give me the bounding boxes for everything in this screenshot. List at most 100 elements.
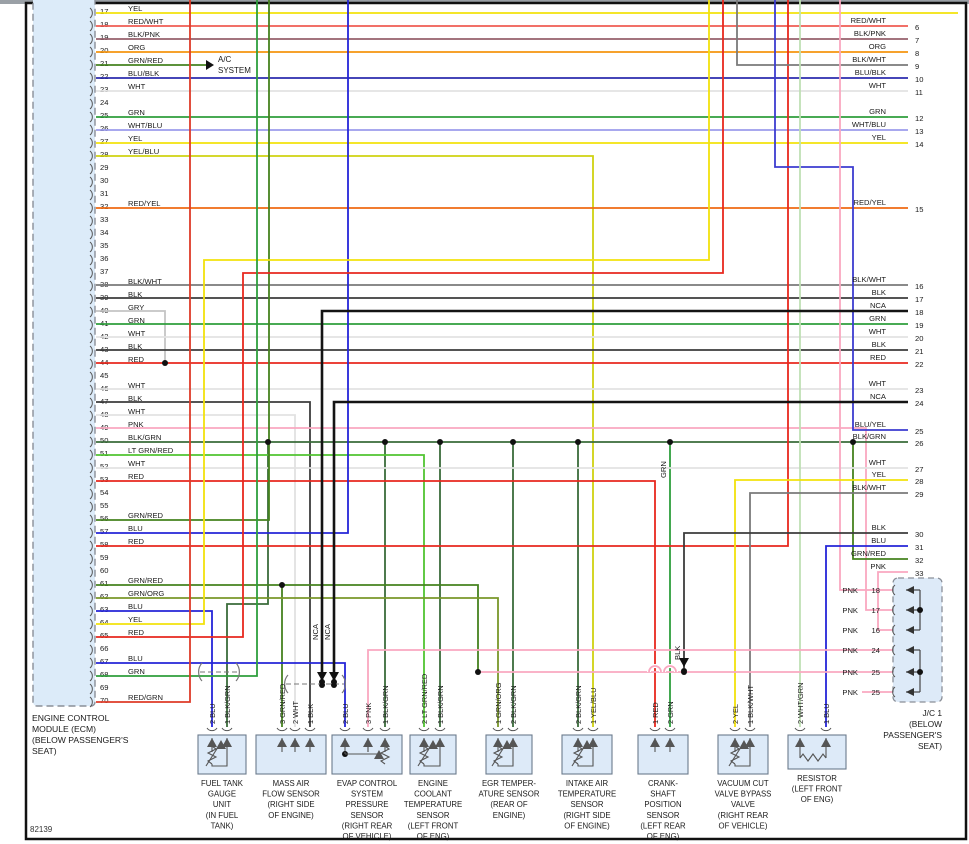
pin-terminal-icon bbox=[89, 371, 93, 383]
sensor-name: OF ENG) bbox=[801, 795, 834, 804]
arrowhead bbox=[502, 740, 512, 749]
sensor-name: (LEFT FRONT bbox=[408, 821, 459, 830]
arrowhead bbox=[906, 606, 914, 614]
pin-wire-color: RED/YEL bbox=[128, 199, 161, 208]
right-wire-color: PNK bbox=[870, 562, 886, 571]
pin-number: 57 bbox=[100, 527, 108, 536]
right-wire-number: 23 bbox=[915, 386, 923, 395]
right-wire-number: 13 bbox=[915, 127, 923, 136]
pin-terminal-icon bbox=[89, 111, 93, 123]
pin-terminal-icon bbox=[89, 189, 93, 201]
pin-wire-color: BLK bbox=[128, 290, 142, 299]
pin-wire-color: ORG bbox=[128, 43, 145, 52]
pin-number: 52 bbox=[100, 462, 108, 471]
sensor-name: EGR TEMPER- bbox=[482, 779, 536, 788]
pin-wire-color: BLU bbox=[128, 654, 143, 663]
sensor-name: COOLANT bbox=[414, 790, 452, 799]
pin-terminal-icon bbox=[206, 727, 218, 732]
sensor-name: VACUUM CUT bbox=[717, 779, 769, 788]
sensor-wire-label: 1 YEL/BLU bbox=[589, 688, 598, 724]
sensor-name: TEMPERATURE bbox=[558, 790, 616, 799]
sensor-wire-label: 2 WHT/GRN bbox=[796, 683, 805, 724]
sensor-wire-label: 2 BLU bbox=[341, 703, 350, 724]
pin-terminal-icon bbox=[649, 727, 661, 732]
pin-terminal-icon bbox=[89, 553, 93, 565]
splice-dot bbox=[917, 607, 923, 613]
sensor-name: (RIGHT SIDE bbox=[563, 811, 610, 820]
sensor-box bbox=[197, 734, 247, 775]
pin-terminal-icon bbox=[820, 727, 832, 732]
sensor-name: FUEL TANK bbox=[201, 779, 244, 788]
right-wire-number: 22 bbox=[915, 360, 923, 369]
sensor-intake-air-temperature-sensor bbox=[561, 727, 613, 775]
sensor-fuel-tank-gauge-unit bbox=[197, 727, 247, 775]
pin-number: 53 bbox=[100, 475, 108, 484]
arrowhead bbox=[821, 738, 831, 747]
right-wire-number: 12 bbox=[915, 114, 923, 123]
pin-wire-color: YEL bbox=[128, 615, 142, 624]
jc1-label: J/C 1 bbox=[922, 708, 942, 718]
pin-wire-color: RED/GRN bbox=[128, 693, 163, 702]
sensor-wire-label: 2 GRN bbox=[666, 701, 675, 724]
sensor-name: (RIGHT REAR bbox=[342, 821, 393, 830]
pin-wire-color: GRN bbox=[128, 108, 145, 117]
arrowhead bbox=[508, 738, 518, 747]
pin-number: 69 bbox=[100, 683, 108, 692]
sensor-wire-label: 2 LT GRN/RED bbox=[420, 674, 429, 724]
pin-number: 54 bbox=[100, 488, 108, 497]
pin-terminal-icon bbox=[89, 176, 93, 188]
jc1-pin-number: 17 bbox=[872, 606, 880, 615]
sensor-name: TEMPERATURE bbox=[404, 800, 462, 809]
pin-terminal-icon bbox=[89, 514, 93, 526]
wire-hop bbox=[663, 665, 677, 673]
jc1-wire-color: PNK bbox=[842, 668, 858, 677]
pin-wire-color: BLK/GRN bbox=[128, 433, 161, 442]
pin-terminal-icon bbox=[434, 727, 446, 732]
right-wire-color: WHT bbox=[869, 458, 887, 467]
pin-number: 33 bbox=[100, 215, 108, 224]
sensor-name: POSITION bbox=[644, 800, 681, 809]
pin-number: 27 bbox=[100, 137, 108, 146]
pin-number: 22 bbox=[100, 72, 108, 81]
wire bbox=[332, 400, 908, 682]
arrowhead bbox=[679, 658, 689, 667]
pin-terminal-icon bbox=[89, 488, 93, 500]
pin-number: 64 bbox=[100, 618, 108, 627]
pin-number: 37 bbox=[100, 267, 108, 276]
right-wire-number: 10 bbox=[915, 75, 923, 84]
sensor-name: OF ENGINE) bbox=[268, 811, 314, 820]
pin-terminal-icon bbox=[418, 727, 430, 732]
pin-number: 21 bbox=[100, 59, 108, 68]
pin-wire-color: GRN/ORG bbox=[128, 589, 164, 598]
arrowhead bbox=[340, 738, 350, 747]
jc1-wire-color: PNK bbox=[842, 688, 858, 697]
pin-terminal-icon bbox=[572, 727, 584, 732]
pin-terminal-icon bbox=[276, 727, 288, 732]
wire bbox=[96, 610, 213, 727]
pin-terminal-icon bbox=[892, 624, 896, 636]
right-wire-number: 6 bbox=[915, 23, 919, 32]
wire bbox=[96, 480, 656, 727]
pin-terminal-icon bbox=[89, 579, 93, 591]
sensor-box bbox=[409, 734, 457, 775]
pin-terminal-icon bbox=[89, 306, 93, 318]
pin-number: 58 bbox=[100, 540, 108, 549]
jc1-pin-number: 18 bbox=[872, 586, 880, 595]
pin-wire-color: GRY bbox=[128, 303, 144, 312]
pin-terminal-icon bbox=[89, 462, 93, 474]
pin-terminal-icon bbox=[89, 46, 93, 58]
wire bbox=[96, 0, 191, 703]
sensor-wire-label: 1 BLK/WHT bbox=[746, 685, 755, 724]
sensor-name: (RIGHT SIDE bbox=[267, 800, 314, 809]
pin-wire-color: RED bbox=[128, 355, 145, 364]
sensor-name: ENGINE) bbox=[493, 811, 526, 820]
ecm-label: ENGINE CONTROL bbox=[32, 713, 110, 723]
sensor-resistor bbox=[787, 727, 847, 770]
sensor-name: OF ENG) bbox=[647, 832, 680, 841]
arrowhead bbox=[222, 738, 232, 747]
wire bbox=[736, 0, 908, 66]
pin-terminal-icon bbox=[892, 666, 896, 678]
wire bbox=[96, 401, 311, 727]
pin-terminal-icon bbox=[89, 358, 93, 370]
